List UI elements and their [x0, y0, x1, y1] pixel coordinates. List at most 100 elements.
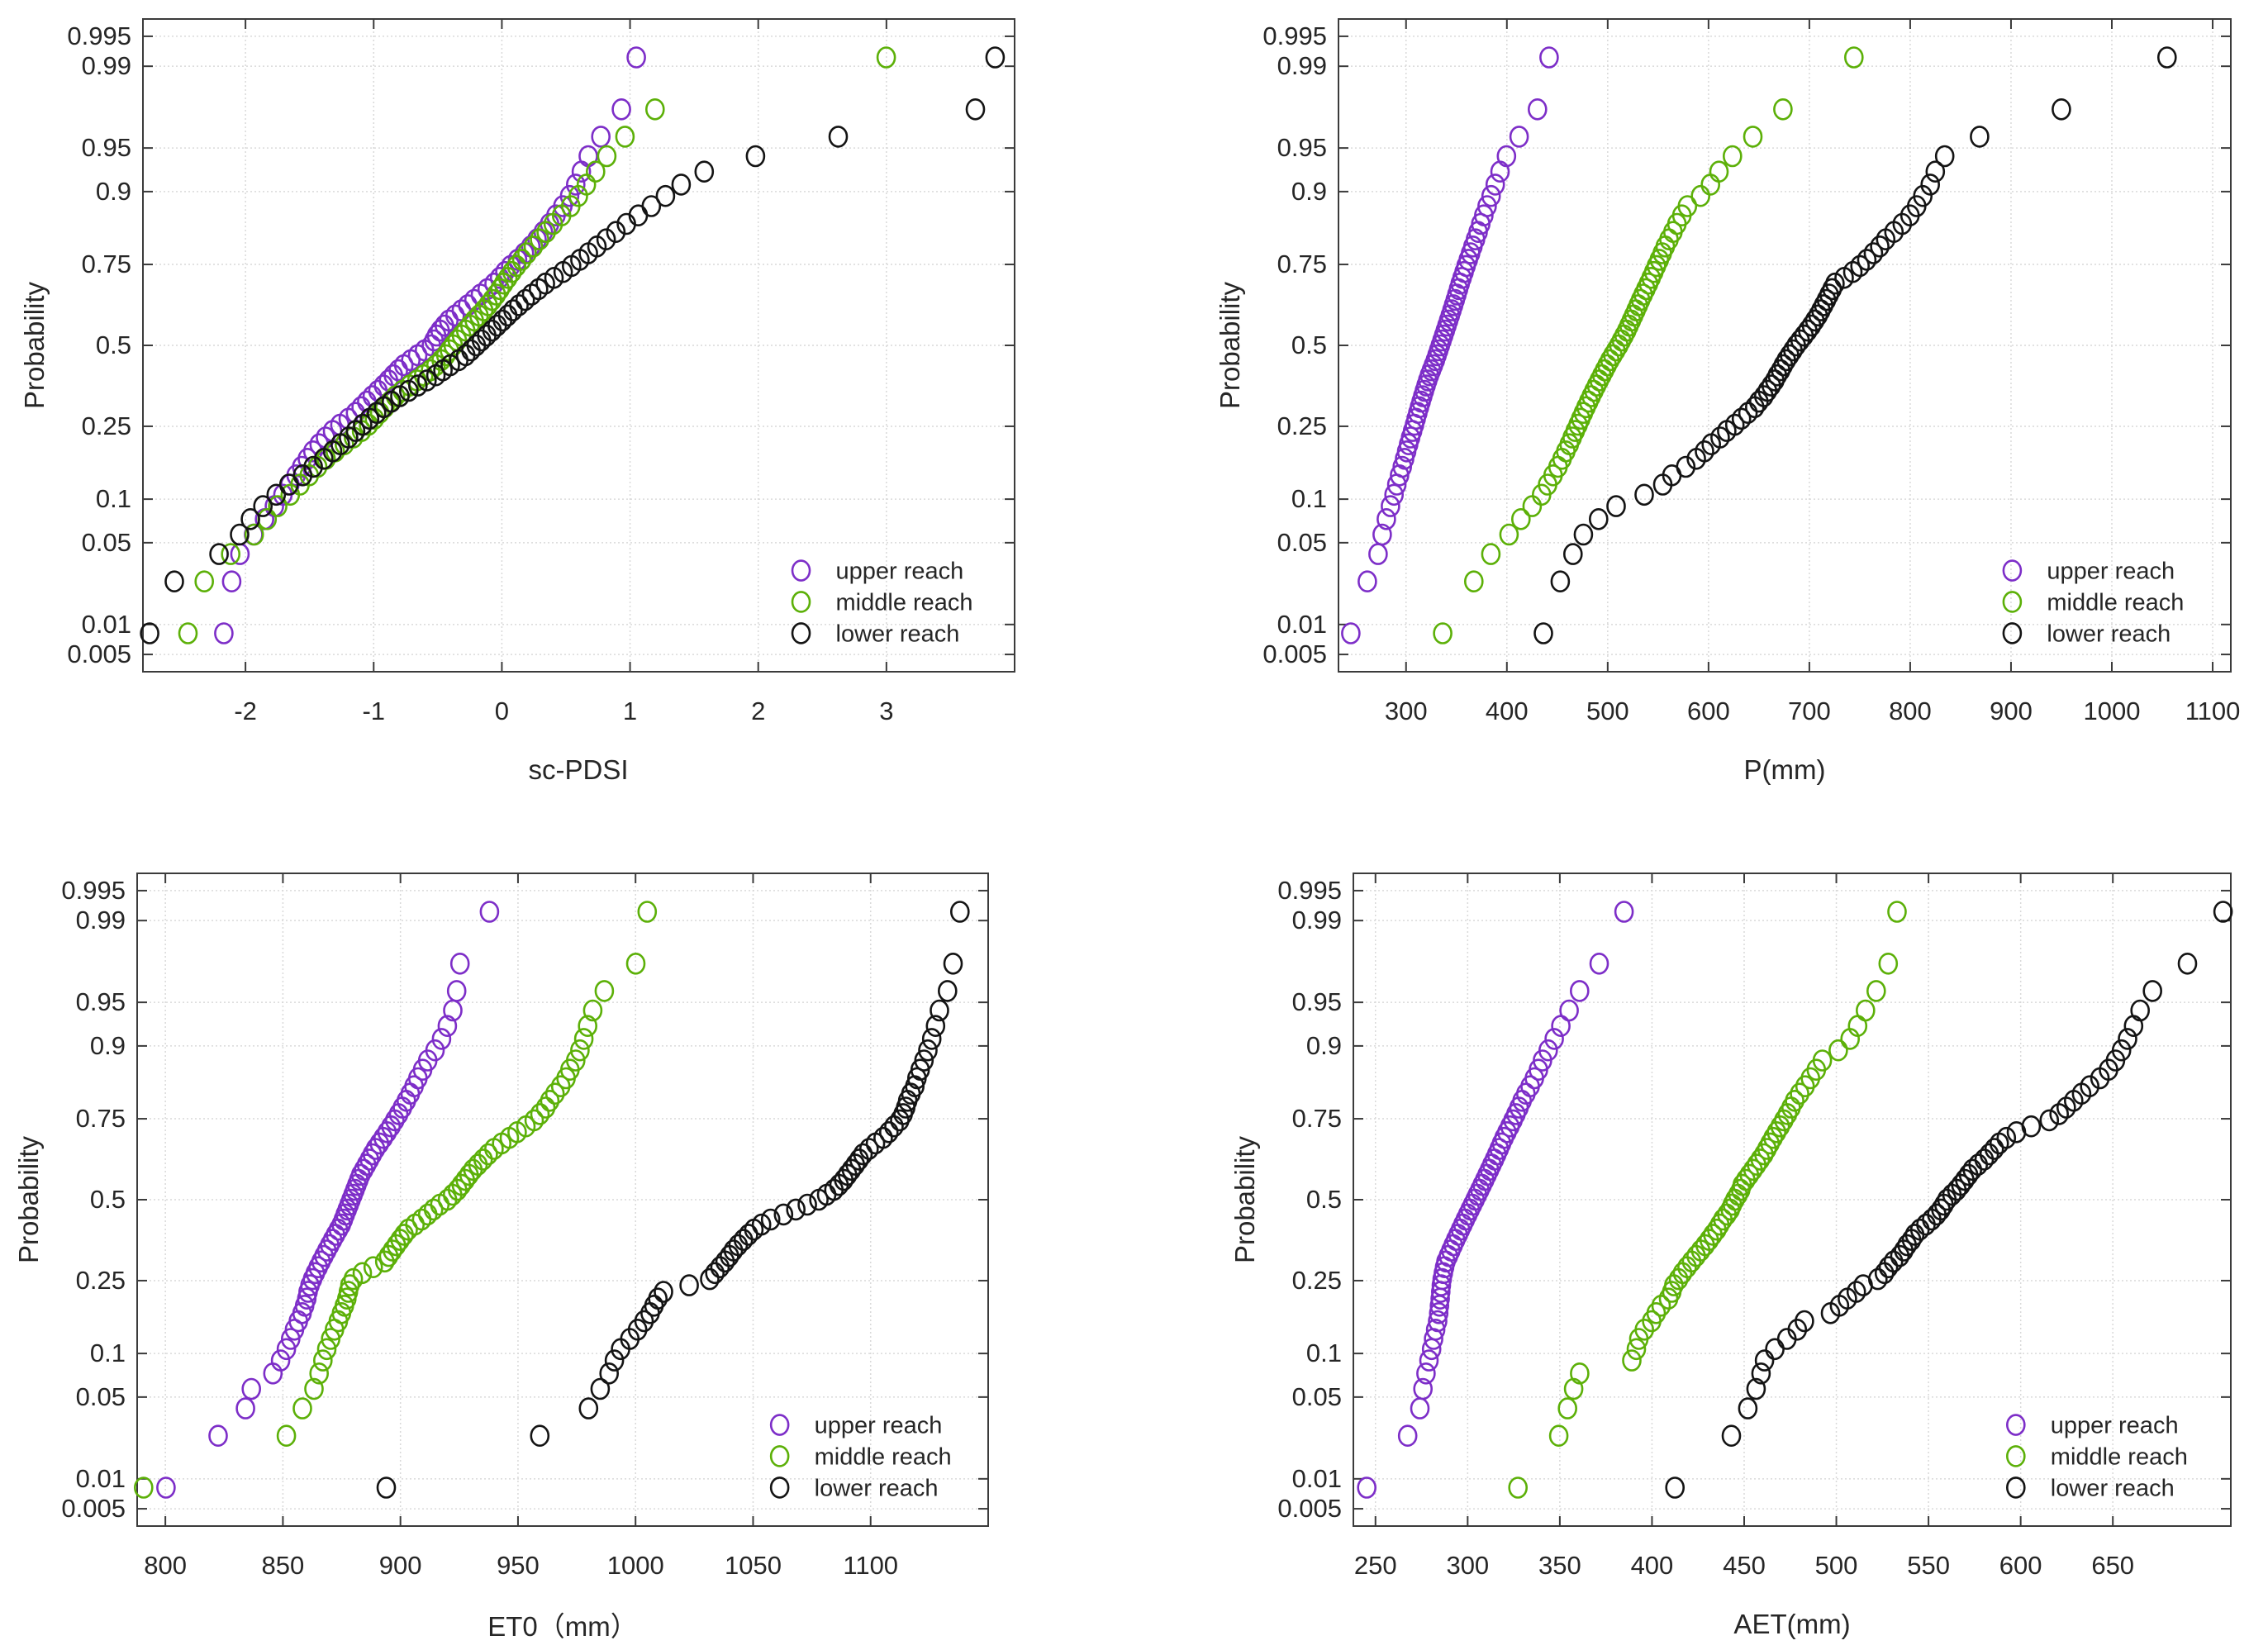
- y-tick-label: 0.5: [96, 330, 131, 359]
- data-point: [134, 1476, 154, 1499]
- data-point: [1984, 1138, 2004, 1160]
- data-point: [1743, 126, 1763, 148]
- data-point: [1477, 195, 1497, 217]
- data-point: [489, 266, 510, 289]
- data-point: [316, 1239, 337, 1262]
- data-point: [1866, 980, 1886, 1002]
- data-point: [1559, 999, 1579, 1022]
- data-point: [1795, 1310, 1814, 1333]
- x-tick-label: 900: [1990, 697, 2033, 725]
- data-point: [1857, 249, 1877, 271]
- data-point: [1785, 1090, 1804, 1112]
- data-point: [311, 1250, 331, 1273]
- data-point: [502, 260, 522, 283]
- y-tick-label: 0.01: [1292, 1464, 1342, 1493]
- data-point: [1357, 1476, 1376, 1499]
- data-point: [1570, 1362, 1590, 1385]
- y-tick-label: 0.99: [82, 51, 131, 80]
- y-tick-label: 0.25: [82, 411, 131, 440]
- data-point: [1384, 483, 1404, 506]
- data-point: [1528, 98, 1548, 121]
- data-point: [1883, 1250, 1904, 1273]
- data-point: [1376, 507, 1396, 530]
- data-point: [943, 953, 963, 975]
- y-tick-label: 0.75: [1292, 1104, 1342, 1133]
- data-point: [2052, 98, 2071, 121]
- data-point: [594, 980, 615, 1002]
- y-tick-label: 0.9: [1306, 1031, 1342, 1060]
- legend-marker-middle: [2002, 591, 2023, 613]
- data-point: [1550, 570, 1571, 593]
- x-tick-label: 700: [1788, 697, 1831, 725]
- y-tick-label: 0.95: [76, 987, 126, 1016]
- data-point: [523, 235, 544, 258]
- data-point: [641, 195, 662, 217]
- data-point: [1676, 455, 1696, 478]
- data-point: [739, 1224, 758, 1246]
- data-point: [1765, 1338, 1785, 1361]
- legend-label: middle reach: [836, 589, 973, 616]
- data-point: [1979, 1143, 1999, 1166]
- data-point: [303, 455, 323, 478]
- data-point: [1490, 160, 1510, 183]
- legend-label: upper reach: [836, 559, 964, 585]
- data-point: [918, 1039, 938, 1062]
- y-tick-label: 0.25: [1277, 411, 1327, 440]
- data-point: [492, 309, 513, 332]
- x-tick-label: 600: [1687, 697, 1730, 725]
- data-point: [1419, 1349, 1439, 1372]
- data-point: [1425, 1319, 1446, 1341]
- data-point: [1614, 901, 1634, 923]
- y-tick-label: 0.995: [1277, 876, 1342, 905]
- x-tick-label: 300: [1446, 1551, 1489, 1580]
- data-point: [164, 570, 184, 593]
- data-point: [786, 1198, 806, 1221]
- data-point: [431, 1028, 452, 1050]
- series-upper-reach: [156, 901, 500, 1499]
- x-tick-label: 400: [1486, 697, 1529, 725]
- y-tick-label: 0.99: [76, 906, 126, 934]
- data-point: [1887, 901, 1907, 923]
- data-point: [1787, 1319, 1808, 1341]
- data-point: [625, 953, 646, 975]
- y-tick-label: 0.5: [1291, 330, 1327, 359]
- y-tick-label: 0.95: [1292, 987, 1342, 1016]
- data-point: [530, 228, 549, 251]
- data-point: [1723, 145, 1743, 168]
- data-point: [578, 1397, 599, 1419]
- x-tick-label: -2: [234, 697, 257, 725]
- data-point: [461, 339, 481, 362]
- data-point: [1773, 98, 1793, 121]
- x-tick-label: 1100: [2185, 697, 2241, 725]
- legend-marker-middle: [791, 591, 811, 613]
- data-point: [590, 1377, 611, 1400]
- series-lower-reach: [376, 901, 970, 1499]
- x-tick-label: 800: [1889, 697, 1932, 725]
- data-point: [565, 1049, 586, 1072]
- y-tick-label: 0.01: [82, 610, 131, 639]
- data-point: [446, 980, 467, 1002]
- y-tick-label: 0.05: [76, 1382, 126, 1411]
- data-point: [312, 1349, 333, 1372]
- series-lower-reach: [140, 46, 1006, 644]
- data-point: [604, 1349, 625, 1372]
- data-point: [1368, 543, 1388, 565]
- data-point: [1544, 1028, 1564, 1050]
- data-point: [1751, 1362, 1771, 1385]
- data-point: [797, 1193, 817, 1216]
- data-point: [1622, 1349, 1642, 1372]
- data-point: [1812, 1049, 1833, 1072]
- data-point: [1710, 426, 1730, 449]
- legend-marker-lower: [791, 622, 811, 644]
- y-tick-label: 0.95: [82, 133, 131, 162]
- data-point: [1878, 1256, 1899, 1278]
- data-point: [1913, 184, 1933, 207]
- data-point: [1494, 1126, 1514, 1149]
- y-tick-label: 0.005: [67, 640, 131, 668]
- data-point: [1538, 1039, 1558, 1062]
- legend: upper reach middle reach lower reach: [2002, 559, 2184, 647]
- x-tick-label: 1000: [2084, 697, 2141, 725]
- data-point: [487, 314, 507, 337]
- y-tick-label: 0.75: [1277, 250, 1327, 278]
